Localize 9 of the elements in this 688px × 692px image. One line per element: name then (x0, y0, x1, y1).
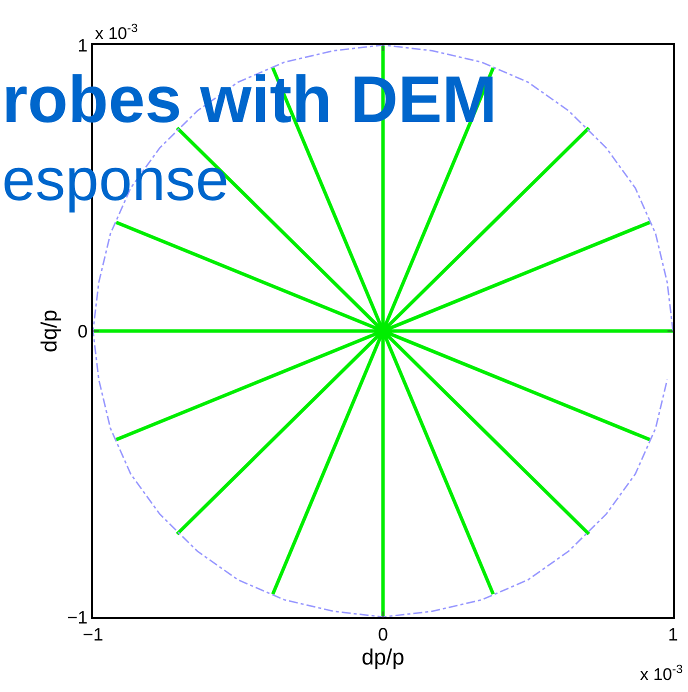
x-tick-label: 1 (668, 624, 678, 644)
text: x 10$^{-3}$ (95, 21, 138, 44)
x-axis-title: dp/p (362, 644, 404, 670)
text: x 10$^{-3}$ (640, 662, 684, 684)
x-tick-label: 0 (378, 624, 388, 644)
y-tick-label: 0 (78, 321, 88, 342)
y-axis-title: dq/p (36, 310, 62, 352)
y-tick-label: 1 (78, 35, 88, 56)
y-tick-label: −1 (67, 607, 88, 628)
